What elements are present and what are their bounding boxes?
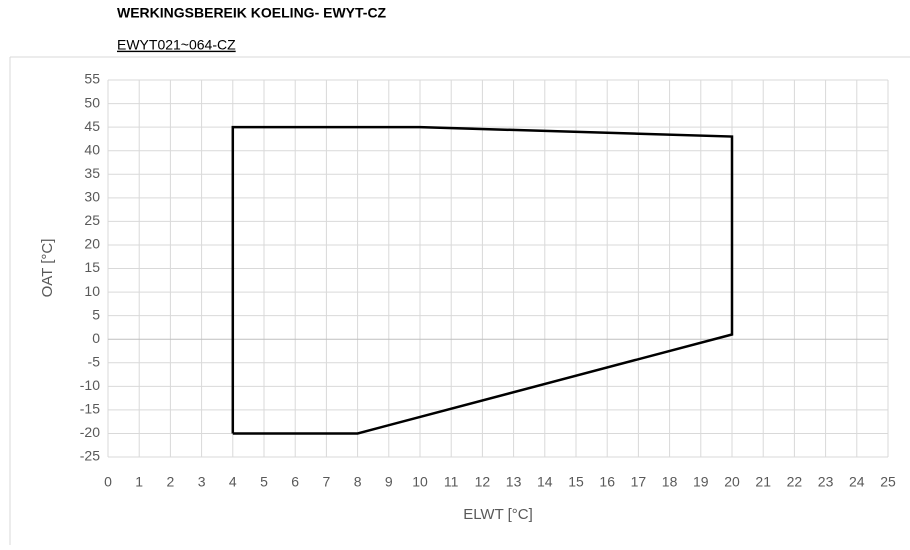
chart-title: WERKINGSBEREIK KOELING- EWYT-CZ [117, 5, 387, 21]
x-tick-label: 8 [354, 474, 362, 490]
x-tick-label: 22 [787, 474, 803, 490]
x-tick-label: 13 [506, 474, 522, 490]
y-tick-label: 50 [84, 94, 100, 110]
y-tick-label: -20 [80, 424, 100, 440]
x-tick-label: 14 [537, 474, 553, 490]
y-axis-label: OAT [°C] [39, 239, 56, 298]
x-tick-label: 19 [693, 474, 709, 490]
y-tick-label: 35 [84, 165, 100, 181]
x-tick-label: 0 [104, 474, 112, 490]
y-tick-label: -10 [80, 377, 100, 393]
x-tick-label: 21 [755, 474, 771, 490]
x-tick-label: 15 [568, 474, 584, 490]
y-tick-label: 20 [84, 236, 100, 252]
x-tick-label: 12 [475, 474, 491, 490]
y-tick-label: -5 [88, 353, 101, 369]
y-tick-label: 25 [84, 212, 100, 228]
y-tick-label: 0 [92, 330, 100, 346]
x-tick-label: 6 [291, 474, 299, 490]
chart-subtitle: EWYT021~064-CZ [117, 37, 236, 53]
x-axis-label: ELWT [°C] [463, 506, 533, 523]
y-tick-label: -25 [80, 448, 100, 464]
x-tick-label: 10 [412, 474, 428, 490]
x-tick-label: 25 [880, 474, 896, 490]
x-tick-label: 16 [599, 474, 615, 490]
y-tick-label: 40 [84, 141, 100, 157]
x-tick-label: 1 [135, 474, 143, 490]
x-tick-label: 5 [260, 474, 268, 490]
x-tick-label: 4 [229, 474, 237, 490]
y-tick-label: 45 [84, 118, 100, 134]
y-tick-label: -15 [80, 401, 100, 417]
y-tick-label: 55 [84, 71, 100, 87]
series-line [231, 125, 734, 435]
x-tick-label: 23 [818, 474, 834, 490]
x-tick-label: 9 [385, 474, 393, 490]
x-tick-label: 17 [631, 474, 647, 490]
y-tick-label: 10 [84, 283, 100, 299]
x-tick-label: 2 [167, 474, 175, 490]
x-tick-label: 24 [849, 474, 865, 490]
y-tick-label: 5 [92, 306, 100, 322]
y-tick-label: 30 [84, 189, 100, 205]
y-tick-label: 15 [84, 259, 100, 275]
x-tick-label: 18 [662, 474, 678, 490]
x-tick-label: 7 [323, 474, 331, 490]
x-tick-label: 11 [444, 474, 459, 490]
x-tick-label: 3 [198, 474, 206, 490]
x-tick-label: 20 [724, 474, 740, 490]
